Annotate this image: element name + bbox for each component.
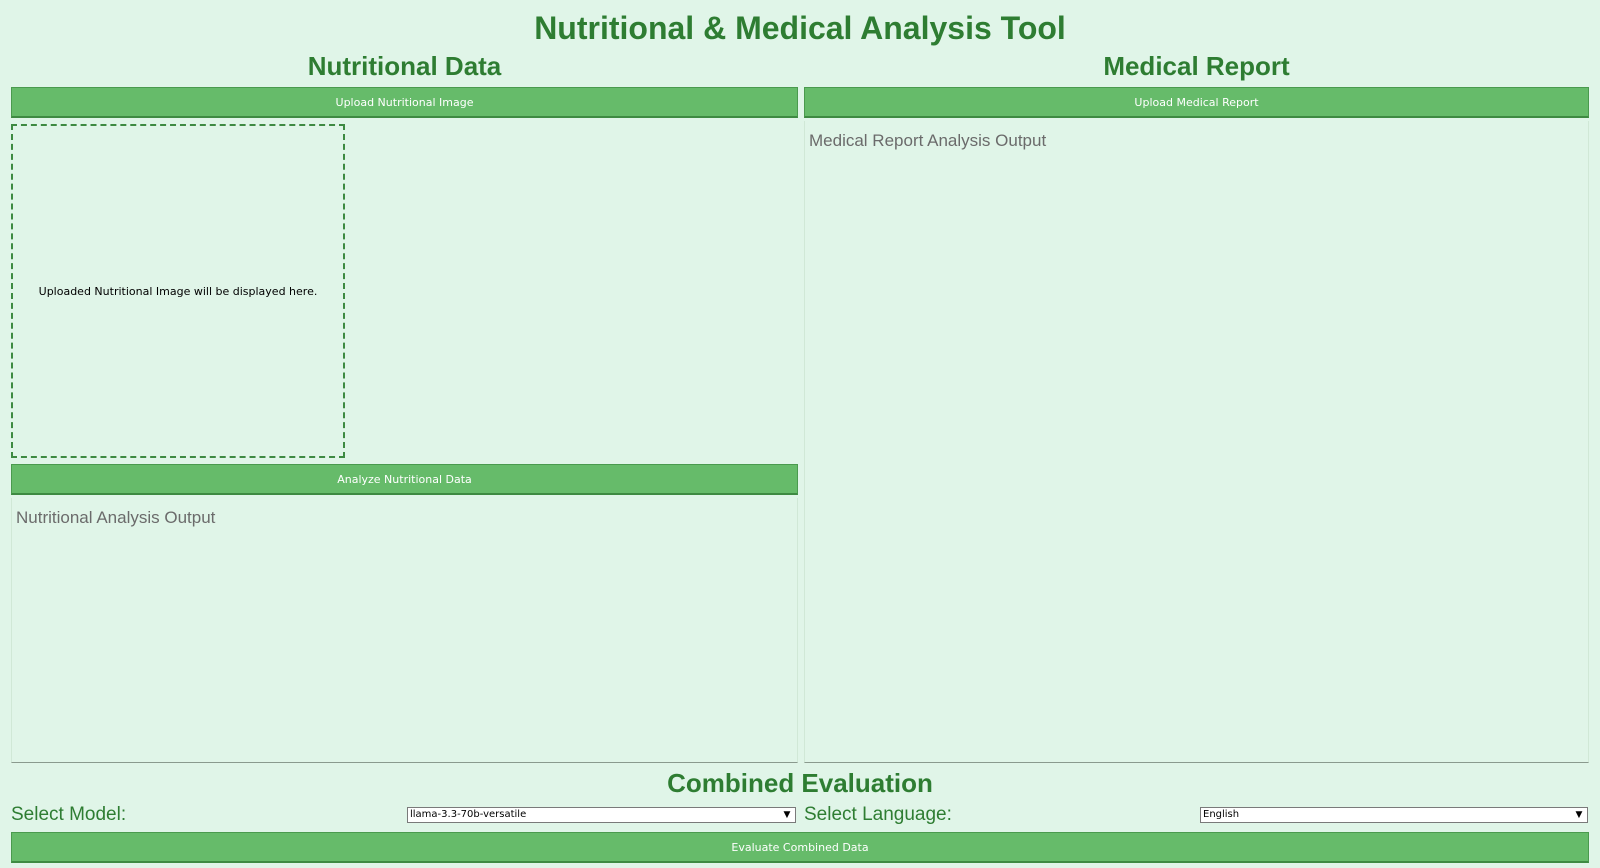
combined-evaluation-title: Combined Evaluation [667,768,933,798]
select-model-label: Select Model: [11,804,127,825]
nutritional-section-title: Nutritional Data [307,51,502,81]
chevron-down-icon[interactable]: ▼ [783,810,791,820]
upload-nutritional-image-button[interactable]: Upload Nutritional Image [11,87,798,118]
medical-section-title: Medical Report [1103,51,1290,81]
nutritional-analysis-output[interactable]: Nutritional Analysis Output [11,498,798,763]
select-language-label: Select Language: [804,804,952,825]
model-select-value: llama-3.3-70b-versatile [410,809,527,820]
language-select-value: English [1203,809,1240,820]
model-select[interactable]: llama-3.3-70b-versatile ▼ [407,807,796,823]
medical-report-analysis-output[interactable]: Medical Report Analysis Output [804,121,1589,763]
nutritional-output-placeholder: Nutritional Analysis Output [16,508,216,527]
language-select[interactable]: English ▼ [1200,807,1588,823]
image-placeholder-text: Uploaded Nutritional Image will be displ… [38,284,318,298]
upload-medical-report-button[interactable]: Upload Medical Report [804,87,1589,118]
nutritional-image-preview: Uploaded Nutritional Image will be displ… [11,124,345,458]
analyze-nutritional-data-button[interactable]: Analyze Nutritional Data [11,464,798,495]
medical-output-placeholder: Medical Report Analysis Output [809,131,1047,150]
chevron-down-icon[interactable]: ▼ [1575,810,1583,820]
page-title: Nutritional & Medical Analysis Tool [534,10,1066,46]
evaluate-combined-data-button[interactable]: Evaluate Combined Data [11,832,1589,863]
